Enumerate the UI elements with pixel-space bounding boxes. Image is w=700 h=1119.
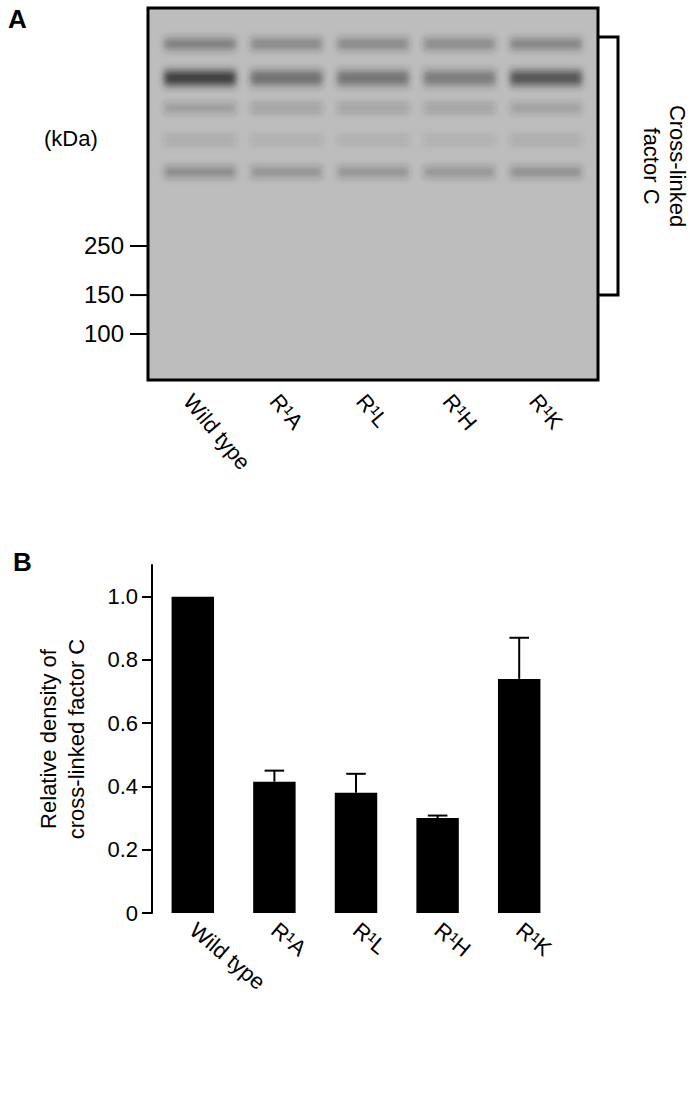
svg-text:0.4: 0.4 <box>107 774 138 799</box>
svg-text:0.6: 0.6 <box>107 711 138 736</box>
svg-text:R¹H: R¹H <box>430 917 476 961</box>
svg-text:Wild type: Wild type <box>185 917 270 994</box>
svg-text:Wild type: Wild type <box>178 389 255 474</box>
svg-text:R¹L: R¹L <box>351 389 393 432</box>
svg-text:R¹K: R¹K <box>524 389 568 434</box>
svg-text:R¹K: R¹K <box>511 917 556 961</box>
svg-text:R¹A: R¹A <box>265 389 309 434</box>
svg-text:1.0: 1.0 <box>107 584 138 609</box>
svg-text:R¹H: R¹H <box>438 389 482 435</box>
svg-text:Relative density of: Relative density of <box>36 648 61 829</box>
svg-text:cross-linked factor C: cross-linked factor C <box>64 639 89 840</box>
svg-text:B: B <box>13 547 32 577</box>
svg-text:R¹A: R¹A <box>266 917 311 961</box>
svg-text:150: 150 <box>84 281 124 308</box>
svg-text:(kDa): (kDa) <box>44 126 98 151</box>
svg-text:A: A <box>8 4 27 34</box>
svg-text:R¹L: R¹L <box>348 917 391 959</box>
svg-text:250: 250 <box>84 232 124 259</box>
svg-text:0: 0 <box>126 901 138 926</box>
svg-text:Cross-linked: Cross-linked <box>665 105 690 227</box>
svg-text:0.8: 0.8 <box>107 647 138 672</box>
svg-text:factor C: factor C <box>639 128 664 205</box>
svg-text:0.2: 0.2 <box>107 837 138 862</box>
svg-text:100: 100 <box>84 320 124 347</box>
